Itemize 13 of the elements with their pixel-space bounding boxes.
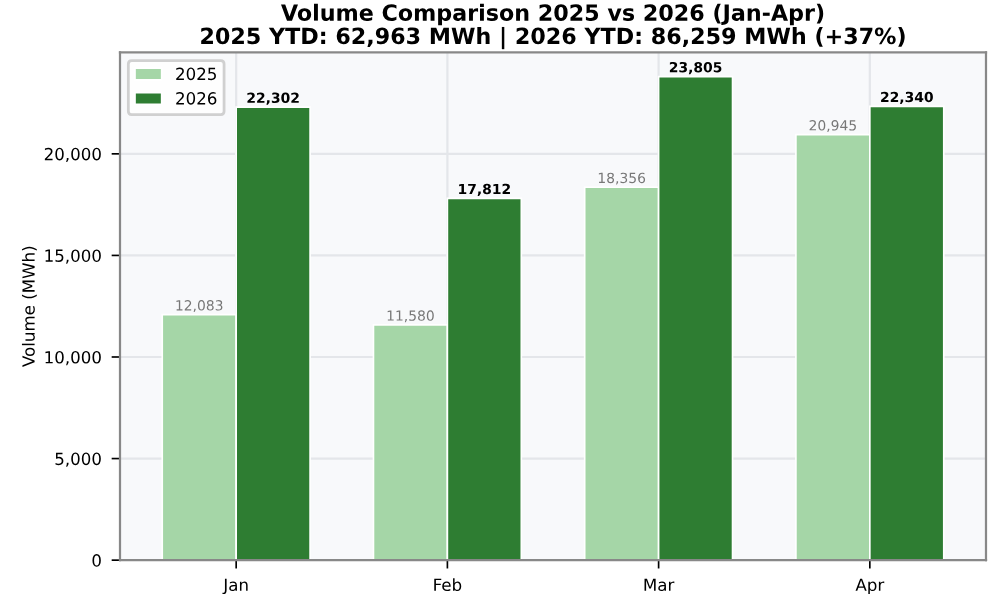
- chart-title: Volume Comparison 2025 vs 2026 (Jan-Apr) 2025 YTD: 62,963 MWh | 2026 YTD: 86,259 MWh (+37%): [201, 3, 905, 50]
- y-tick-label: 10,000: [45, 350, 101, 366]
- legend-label: 2025: [176, 67, 216, 81]
- y-tick-label: 0: [92, 554, 101, 567]
- y-tick-label: 5,000: [55, 452, 101, 467]
- y-axis-title: Volume (MWh): [21, 246, 37, 367]
- x-tick-label: Feb: [434, 578, 462, 592]
- y-tick-label: 20,000: [44, 147, 101, 163]
- x-tick-label: Mar: [644, 578, 675, 592]
- y-tick-label: 15,000: [45, 249, 101, 264]
- legend-label: 2026: [176, 92, 217, 105]
- x-tick-label: Jan: [222, 578, 248, 594]
- x-tick-label: Apr: [855, 578, 885, 594]
